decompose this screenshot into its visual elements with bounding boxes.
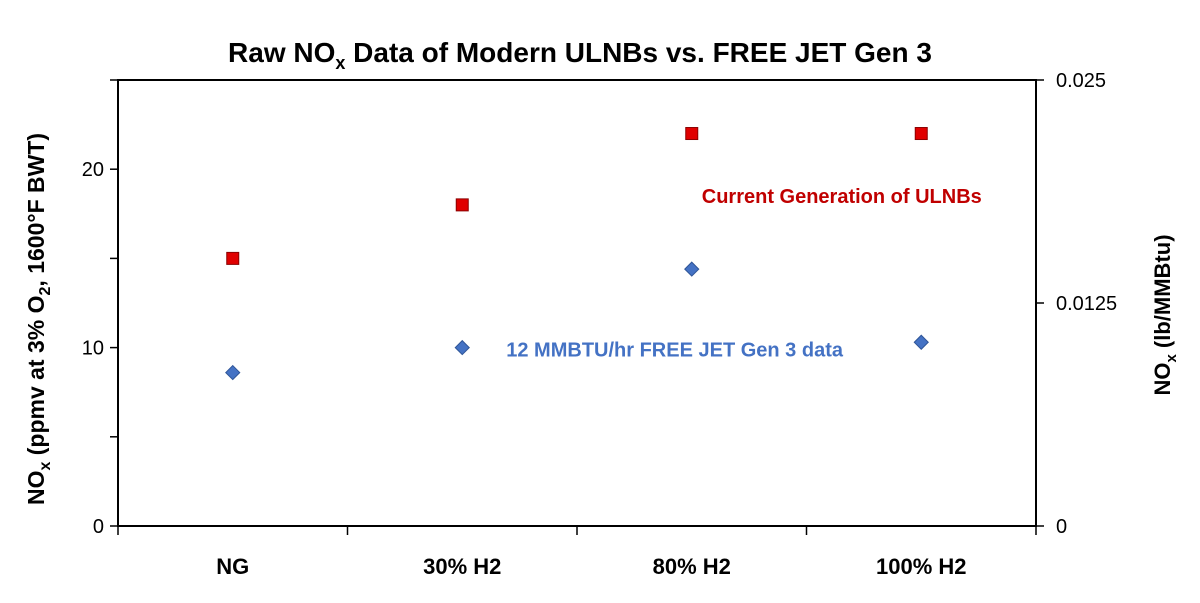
x-category-label: 100% H2 bbox=[876, 554, 967, 579]
y-left-axis-label-part: 2 bbox=[37, 286, 54, 295]
y-right-axis-label-part: x bbox=[1163, 354, 1180, 363]
y-left-axis-label: NOx (ppmv at 3% O2, 1600°F BWT) bbox=[23, 133, 54, 505]
y-right-axis-label-part: NO bbox=[1150, 363, 1175, 396]
chart-title-suffix: Data of Modern ULNBs vs. FREE JET Gen 3 bbox=[345, 37, 932, 68]
y-left-axis-label-part: NO bbox=[23, 471, 49, 506]
y-left-tick-label: 20 bbox=[82, 159, 104, 181]
plot-area-border bbox=[117, 79, 1037, 527]
y-right-tick-label: 0.0125 bbox=[1056, 293, 1117, 315]
chart-title-group: Raw NOx Data of Modern ULNBs vs. FREE JE… bbox=[228, 37, 932, 73]
marks-group bbox=[225, 127, 929, 381]
x-category-label: 80% H2 bbox=[653, 554, 731, 579]
axes-group bbox=[117, 79, 1037, 527]
data-point-diamond bbox=[454, 339, 470, 356]
ticks-group: 0 10 20 0 0.0125 0.025 NG 30% H2 80% H2 100% H2 bbox=[82, 70, 1117, 579]
chart-title: Raw NOx Data of Modern ULNBs vs. FREE JE… bbox=[228, 37, 932, 73]
series-annotation-label: 12 MMBTU/hr FREE JET Gen 3 data bbox=[506, 339, 844, 361]
data-point-diamond bbox=[225, 364, 241, 381]
axis-labels-group: NOx (ppmv at 3% O2, 1600°F BWT)NOx (lb/M… bbox=[23, 133, 1180, 505]
y-right-axis-label-part: (lb/MMBtu) bbox=[1150, 234, 1175, 354]
chart-title-subscript: x bbox=[335, 53, 345, 73]
x-category-label: 30% H2 bbox=[423, 554, 501, 579]
y-left-axis-label-part: (ppmv at 3% O bbox=[23, 295, 49, 461]
x-category-label: NG bbox=[216, 554, 249, 579]
annotations-group: Current Generation of ULNBs 12 MMBTU/hr F… bbox=[506, 186, 982, 361]
data-point-diamond bbox=[684, 261, 700, 277]
y-right-tick-label: 0.025 bbox=[1056, 70, 1106, 92]
chart-title-prefix: Raw NO bbox=[228, 37, 335, 68]
y-left-axis-label-part: , 1600°F BWT) bbox=[23, 133, 49, 287]
data-point-square bbox=[226, 251, 240, 265]
y-right-tick-label: 0 bbox=[1056, 516, 1067, 538]
y-left-axis-label-part: x bbox=[37, 462, 54, 471]
y-left-tick-label: 0 bbox=[93, 516, 104, 538]
data-point-diamond bbox=[913, 334, 929, 350]
data-point-square bbox=[914, 127, 928, 141]
data-point-square bbox=[455, 198, 469, 212]
series-annotation-label: Current Generation of ULNBs bbox=[702, 186, 982, 208]
y-right-axis-label: NOx (lb/MMBtu) bbox=[1150, 234, 1180, 395]
data-point-square bbox=[685, 127, 699, 141]
y-left-tick-label: 10 bbox=[82, 338, 104, 360]
